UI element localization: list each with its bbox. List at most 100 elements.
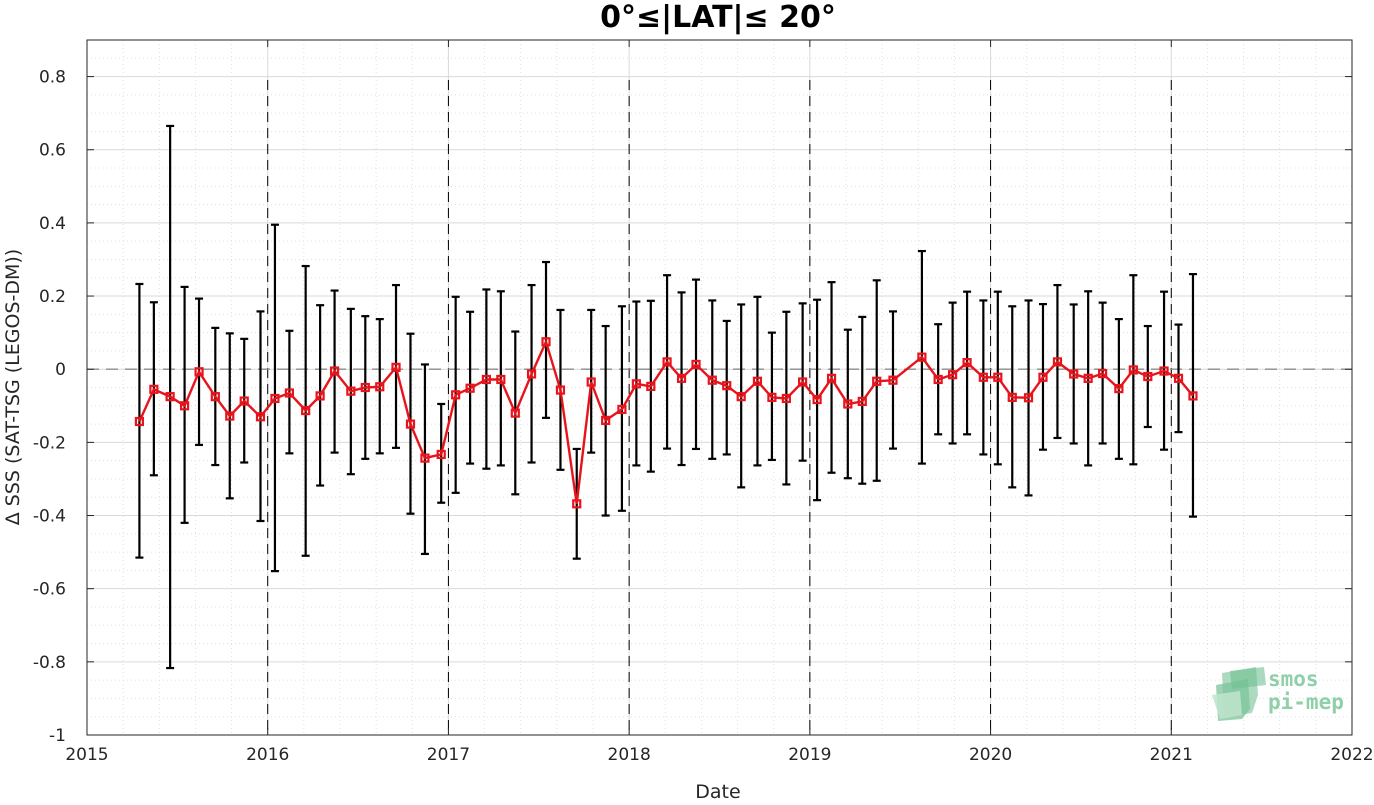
data-point xyxy=(1007,392,1017,402)
x-tick-label: 2016 xyxy=(246,745,289,765)
y-tick-label: -1 xyxy=(49,726,66,746)
data-point xyxy=(451,390,461,400)
data-point xyxy=(781,393,791,404)
data-point xyxy=(360,382,370,393)
data-point xyxy=(586,377,596,387)
data-point xyxy=(420,453,430,463)
data-point xyxy=(617,404,627,415)
data-point xyxy=(1128,365,1138,375)
error-bar xyxy=(587,308,596,454)
data-point xyxy=(315,391,325,401)
data-point xyxy=(962,358,972,368)
x-tick-label: 2015 xyxy=(65,745,108,765)
data-point xyxy=(526,369,537,379)
data-point xyxy=(722,381,732,391)
data-point xyxy=(888,375,898,385)
data-point xyxy=(1143,371,1153,382)
data-point xyxy=(239,396,249,406)
series-line xyxy=(138,338,1194,504)
data-point xyxy=(736,392,746,402)
data-point xyxy=(301,405,311,416)
data-point xyxy=(646,381,656,392)
data-point xyxy=(555,385,566,395)
error-bar xyxy=(948,301,957,445)
data-point xyxy=(405,419,416,429)
data-point xyxy=(1052,357,1063,367)
series-layer xyxy=(134,337,1198,509)
data-point xyxy=(481,374,491,385)
data-point xyxy=(1114,383,1124,394)
data-point xyxy=(948,370,958,380)
data-point xyxy=(826,373,837,383)
data-point xyxy=(391,362,401,372)
data-point xyxy=(601,415,611,426)
y-tick-label: -0.6 xyxy=(33,580,66,600)
data-point xyxy=(1159,366,1169,376)
y-tick-label: -0.8 xyxy=(33,653,66,673)
y-tick-label: 0.6 xyxy=(39,141,66,161)
smos-pi-mep-logo: smos pi-mep xyxy=(1212,667,1344,721)
data-point xyxy=(933,374,943,385)
data-point xyxy=(270,393,280,404)
x-tick-label: 2018 xyxy=(608,745,651,765)
tick-labels: 2015 2016 2017 2018 2019 2020 2021 2022 -1 -0.8 -0… xyxy=(33,68,1374,765)
y-tick-label: -0.4 xyxy=(33,507,66,527)
logo-mark-icon xyxy=(1212,667,1266,721)
data-point xyxy=(255,412,266,422)
x-tick-label: 2020 xyxy=(969,745,1012,765)
y-tick-label: 0 xyxy=(55,360,66,380)
data-point xyxy=(465,383,475,393)
data-point xyxy=(134,416,145,427)
data-point xyxy=(284,388,294,398)
data-point xyxy=(798,377,808,387)
data-point xyxy=(707,375,717,385)
data-point xyxy=(496,374,506,385)
data-point xyxy=(1098,369,1108,379)
data-point xyxy=(752,376,763,386)
data-point xyxy=(812,394,822,405)
data-point xyxy=(165,392,175,402)
axes-layer xyxy=(86,39,1353,736)
data-point xyxy=(1173,373,1184,383)
data-point xyxy=(225,411,235,421)
y-axis-label: Δ SSS (SAT-TSG (LEGOS-DM)) xyxy=(2,249,24,525)
data-point xyxy=(857,396,867,406)
data-point xyxy=(1083,373,1093,383)
data-point xyxy=(436,449,446,460)
logo-line1: smos xyxy=(1268,667,1319,691)
data-point xyxy=(993,372,1003,382)
y-tick-label: -0.2 xyxy=(33,433,66,453)
data-point xyxy=(978,372,988,382)
data-point xyxy=(329,366,340,376)
data-point xyxy=(691,359,701,370)
data-point xyxy=(210,392,220,402)
x-tick-label: 2017 xyxy=(427,745,470,765)
data-point xyxy=(1038,372,1048,382)
data-point xyxy=(767,392,777,402)
data-point xyxy=(1188,391,1198,401)
data-point xyxy=(510,408,520,418)
y-tick-label: 0.4 xyxy=(39,214,66,234)
x-tick-label: 2022 xyxy=(1330,745,1373,765)
data-point xyxy=(1069,369,1079,379)
data-point xyxy=(917,352,927,362)
data-point xyxy=(179,401,190,411)
plot-frame xyxy=(86,39,1353,736)
data-point xyxy=(541,337,551,347)
data-point xyxy=(572,499,582,509)
x-tick-label: 2019 xyxy=(788,745,831,765)
reference-lines xyxy=(87,80,1352,735)
x-axis-label: Date xyxy=(695,781,740,801)
y-tick-label: 0.2 xyxy=(39,287,66,307)
error-bar xyxy=(722,319,731,456)
data-point xyxy=(149,384,159,394)
data-point xyxy=(194,367,204,377)
data-point xyxy=(676,373,687,383)
chart-title: 0°≤|LAT|≤ 20° xyxy=(600,0,836,35)
data-point xyxy=(346,386,356,396)
data-point xyxy=(631,379,641,389)
data-point xyxy=(872,376,882,386)
